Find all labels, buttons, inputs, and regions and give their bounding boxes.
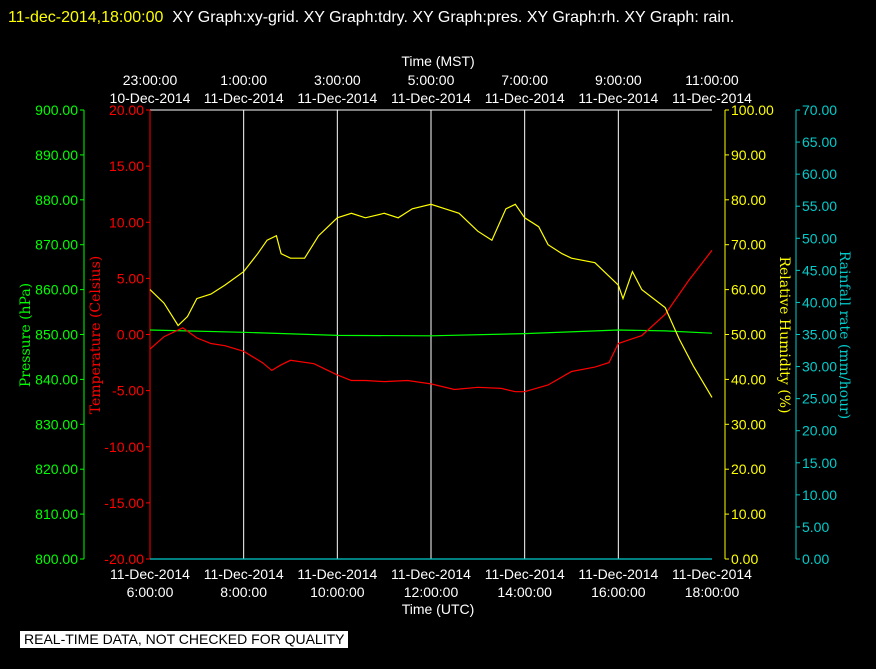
rain-tick-label: 20.00 — [802, 423, 837, 439]
x-tick-label: 11-Dec-2014 — [391, 566, 471, 582]
rain-tick-label: 10.00 — [802, 487, 837, 503]
x-top-tick-label: 11-Dec-2014 — [204, 90, 284, 106]
x-top-tick-label: 11-Dec-2014 — [578, 90, 658, 106]
pressure-tick-label: 880.00 — [35, 192, 78, 208]
temperature-tick-label: -15.00 — [104, 495, 144, 511]
graph-title: 11-dec-2014,18:00:00 XY Graph:xy-grid. X… — [8, 4, 868, 32]
humidity-axis-label: Relative Humidity (%) — [776, 256, 792, 413]
rain-tick-label: 0.00 — [802, 551, 829, 567]
humidity-tick-label: 70.00 — [731, 237, 766, 253]
pressure-tick-label: 890.00 — [35, 147, 78, 163]
quality-notice: REAL-TIME DATA, NOT CHECKED FOR QUALITY — [20, 631, 349, 648]
rain-tick-label: 5.00 — [802, 519, 829, 535]
x-tick-label: 11-Dec-2014 — [204, 566, 284, 582]
rain-tick-label: 55.00 — [802, 198, 837, 214]
temperature-axis-label: Temperature (Celsius) — [88, 256, 104, 414]
top-axis-label: Time (MST) — [401, 53, 474, 69]
x-top-tick-label: 11-Dec-2014 — [485, 90, 565, 106]
rain-tick-label: 30.00 — [802, 359, 837, 375]
x-tick-label: 18:00:00 — [685, 584, 740, 600]
temperature-tick-label: 15.00 — [109, 158, 144, 174]
x-top-tick-label: 11:00:00 — [685, 72, 739, 88]
temperature-tick-label: 0.00 — [117, 327, 144, 343]
x-top-tick-label: 23:00:00 — [123, 72, 178, 88]
humidity-tick-label: 10.00 — [731, 506, 766, 522]
humidity-tick-label: 80.00 — [731, 192, 766, 208]
x-tick-label: 10:00:00 — [310, 584, 365, 600]
humidity-tick-label: 90.00 — [731, 147, 766, 163]
pressure-line — [149, 329, 713, 337]
rain-tick-label: 50.00 — [802, 230, 837, 246]
rain-tick-label: 25.00 — [802, 391, 837, 407]
x-tick-label: 8:00:00 — [220, 584, 267, 600]
humidity-tick-label: 40.00 — [731, 371, 766, 387]
x-top-tick-label: 11-Dec-2014 — [672, 90, 752, 106]
temperature-tick-label: 10.00 — [109, 214, 144, 230]
grid — [243, 110, 619, 559]
x-tick-label: 11-Dec-2014 — [485, 566, 565, 582]
humidity-tick-label: 50.00 — [731, 327, 766, 343]
x-tick-label: 11-Dec-2014 — [672, 566, 752, 582]
humidity-tick-label: 30.00 — [731, 416, 766, 432]
pressure-tick-label: 870.00 — [35, 237, 78, 253]
rain-tick-label: 45.00 — [802, 262, 837, 278]
graph-list: XY Graph:xy-grid. XY Graph:tdry. XY Grap… — [172, 9, 735, 26]
pressure-tick-label: 900.00 — [35, 102, 78, 118]
x-top-tick-label: 5:00:00 — [408, 72, 455, 88]
humidity-tick-label: 0.00 — [731, 551, 758, 567]
x-top-tick-label: 9:00:00 — [595, 72, 642, 88]
temperature-tick-label: -20.00 — [104, 551, 144, 567]
temperature-tick-label: 5.00 — [117, 270, 144, 286]
x-top-tick-label: 10-Dec-2014 — [110, 90, 191, 106]
rain-tick-label: 40.00 — [802, 294, 837, 310]
rain-tick-label: 60.00 — [802, 166, 837, 182]
pressure-tick-label: 840.00 — [35, 371, 78, 387]
bottom-axis-label: Time (UTC) — [402, 601, 475, 617]
graph-timestamp: 11-dec-2014,18:00:00 — [8, 9, 164, 26]
pressure-tick-label: 810.00 — [35, 506, 78, 522]
pressure-tick-label: 860.00 — [35, 282, 78, 298]
humidity-tick-label: 20.00 — [731, 461, 766, 477]
temperature-line — [149, 249, 713, 393]
x-tick-label: 14:00:00 — [497, 584, 552, 600]
humidity-line — [149, 203, 713, 398]
x-top-tick-label: 1:00:00 — [220, 72, 267, 88]
rain-axis-label: Rainfall rate (mm/hour) — [836, 251, 852, 419]
x-top-tick-label: 11-Dec-2014 — [391, 90, 471, 106]
rain-tick-label: 35.00 — [802, 327, 837, 343]
pressure-tick-label: 830.00 — [35, 416, 78, 432]
pressure-axis-label: Pressure (hPa) — [18, 283, 34, 387]
humidity-tick-label: 60.00 — [731, 282, 766, 298]
rain-tick-label: 70.00 — [802, 102, 837, 118]
x-tick-label: 11-Dec-2014 — [110, 566, 190, 582]
series-lines — [149, 203, 713, 560]
rain-tick-label: 15.00 — [802, 455, 837, 471]
x-top-tick-label: 3:00:00 — [314, 72, 361, 88]
x-top-tick-label: 11-Dec-2014 — [297, 90, 377, 106]
temperature-tick-label: -10.00 — [104, 439, 144, 455]
x-tick-label: 11-Dec-2014 — [578, 566, 658, 582]
tick-labels: 11-Dec-2014 6:00:00 23:00:00 10-Dec-2014 11-… — [35, 72, 837, 600]
axes — [80, 109, 800, 560]
pressure-tick-label: 800.00 — [35, 551, 78, 567]
x-top-tick-label: 7:00:00 — [501, 72, 548, 88]
temperature-tick-label: 20.00 — [109, 102, 144, 118]
pressure-tick-label: 820.00 — [35, 461, 78, 477]
humidity-tick-label: 100.00 — [731, 102, 774, 118]
pressure-tick-label: 850.00 — [35, 327, 78, 343]
x-tick-label: 16:00:00 — [591, 584, 646, 600]
x-tick-label: 12:00:00 — [404, 584, 459, 600]
temperature-tick-label: -5.00 — [112, 383, 144, 399]
x-tick-label: 6:00:00 — [127, 584, 174, 600]
rain-tick-label: 65.00 — [802, 134, 837, 150]
x-tick-label: 11-Dec-2014 — [297, 566, 377, 582]
